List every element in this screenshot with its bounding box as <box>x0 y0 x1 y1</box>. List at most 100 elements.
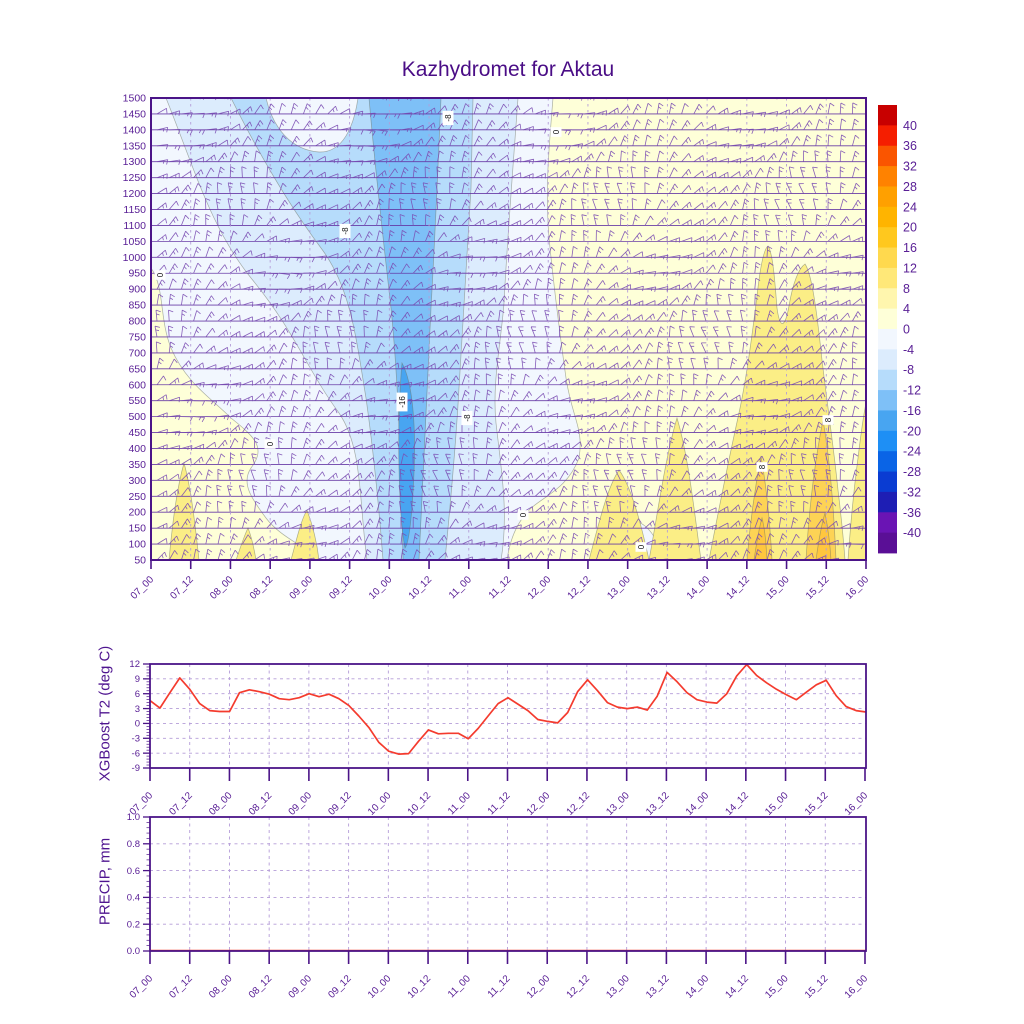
wind-barb-feathers <box>154 98 864 560</box>
y-tick-label: -6 <box>132 748 140 759</box>
time-label: 14_12 <box>724 790 752 818</box>
level-label: 550 <box>128 395 146 407</box>
svg-text:-8: -8 <box>463 414 472 422</box>
level-label: 800 <box>128 316 146 328</box>
svg-text:8: 8 <box>824 417 833 422</box>
svg-text:0: 0 <box>637 544 646 549</box>
time-label: 07_12 <box>167 790 195 818</box>
time-label: 10_12 <box>407 574 435 602</box>
colorbar-label: -36 <box>903 506 921 520</box>
svg-text:8: 8 <box>758 464 767 469</box>
colorbar-label: 0 <box>903 323 910 337</box>
level-label: 1200 <box>123 188 147 200</box>
time-label: 11_12 <box>486 973 513 1000</box>
colorbar-label: -32 <box>903 485 921 499</box>
colorbar-segment <box>878 125 897 147</box>
colorbar-segment <box>878 247 897 269</box>
time-label: 09_00 <box>288 574 316 602</box>
colorbar-segment <box>878 105 897 126</box>
time-label: 15_00 <box>763 973 791 1001</box>
time-label: 08_00 <box>208 574 236 602</box>
colorbar-segment <box>878 430 897 452</box>
colorbar-segment <box>878 410 897 432</box>
contour-label: 8 <box>822 415 834 425</box>
t2-frame <box>149 663 867 769</box>
y-tick-label: 6 <box>135 689 140 700</box>
level-label: 300 <box>128 475 146 487</box>
time-label: 12_00 <box>525 790 553 818</box>
svg-text:-8: -8 <box>341 227 350 235</box>
level-label: 250 <box>128 491 146 503</box>
y-tick-label: 0.6 <box>127 866 140 877</box>
colorbar-label: -12 <box>903 384 921 398</box>
time-label: 12_12 <box>565 973 593 1001</box>
colorbar-segment <box>878 288 897 310</box>
precip-axis-title: PRECIP, mm <box>96 837 114 926</box>
time-label: 16_00 <box>843 973 871 1001</box>
time-label: 15_00 <box>763 790 791 818</box>
colorbar-label: 20 <box>903 221 917 235</box>
time-label: 09_12 <box>326 973 354 1001</box>
contour-label: 8 <box>756 462 768 472</box>
level-label: 500 <box>128 411 146 423</box>
time-label: 07_00 <box>129 574 157 602</box>
colorbar-segment <box>878 451 897 472</box>
colorbar-label: 4 <box>903 302 910 316</box>
y-tick-label: 0 <box>135 719 140 730</box>
level-label: 350 <box>128 459 146 471</box>
page-title: Kazhydromet for Aktau <box>401 58 615 81</box>
y-tick-label: -9 <box>132 763 140 774</box>
y-tick-label: -3 <box>132 733 140 744</box>
colorbar-label: -4 <box>903 343 914 357</box>
y-tick-label: 9 <box>135 674 140 685</box>
time-label: 10_00 <box>366 790 394 818</box>
time-label: 13_12 <box>645 574 673 602</box>
time-label: 12_12 <box>566 574 594 602</box>
colorbar-label: 36 <box>903 139 917 153</box>
level-label: 1350 <box>123 140 147 152</box>
time-label: 12_00 <box>525 973 553 1001</box>
time-label: 14_00 <box>684 790 712 818</box>
level-label: 1150 <box>123 204 146 216</box>
contour-region-mound_4_8_b <box>648 416 702 560</box>
colorbar-label: -28 <box>903 465 921 479</box>
level-label: 450 <box>128 427 146 439</box>
colorbar-segment <box>878 166 897 187</box>
colorbar-label: -40 <box>903 526 921 540</box>
time-label: 08_12 <box>248 574 276 602</box>
contour-panel: -8 0 -8 0 -16 -8 0 0 8 8 0 1500 1450 1400 1350 1300 1250… <box>123 93 872 602</box>
colorbar-segment <box>878 390 897 411</box>
time-label: 13_00 <box>605 574 633 602</box>
svg-text:-16: -16 <box>398 396 407 408</box>
time-label: 13_00 <box>604 973 632 1001</box>
contour-region-band_-16_-12 <box>368 98 442 560</box>
colorbar-segment <box>878 532 897 554</box>
colorbar-label: 32 <box>903 160 917 174</box>
level-label: 150 <box>128 523 146 535</box>
y-tick-label: 0.0 <box>127 946 140 957</box>
svg-text:-8: -8 <box>444 114 453 122</box>
level-label: 1450 <box>123 108 147 120</box>
colorbar-label: -8 <box>903 363 914 377</box>
colorbar-label: 28 <box>903 180 917 194</box>
colorbar-segment <box>878 369 897 391</box>
time-label: 12_12 <box>565 790 593 818</box>
time-label: 09_12 <box>327 574 355 602</box>
time-label: 07_12 <box>167 973 195 1001</box>
level-label: 1250 <box>123 172 147 184</box>
level-label: 750 <box>128 331 146 343</box>
time-label: 11_12 <box>487 574 514 601</box>
contour-label: 0 <box>264 439 276 449</box>
svg-text:0: 0 <box>156 272 165 277</box>
colorbar-segment <box>878 471 897 493</box>
colorbar-segment <box>878 186 897 208</box>
time-label: 07_12 <box>168 574 196 602</box>
colorbar: 4036322824201612840-4-8-12-16-20-24-28-3… <box>878 105 921 554</box>
level-label: 600 <box>128 379 146 391</box>
contour-label: 0 <box>154 270 166 280</box>
time-label: 13_12 <box>644 790 672 818</box>
level-label: 1500 <box>123 93 147 105</box>
y-tick-label: 3 <box>135 704 140 715</box>
